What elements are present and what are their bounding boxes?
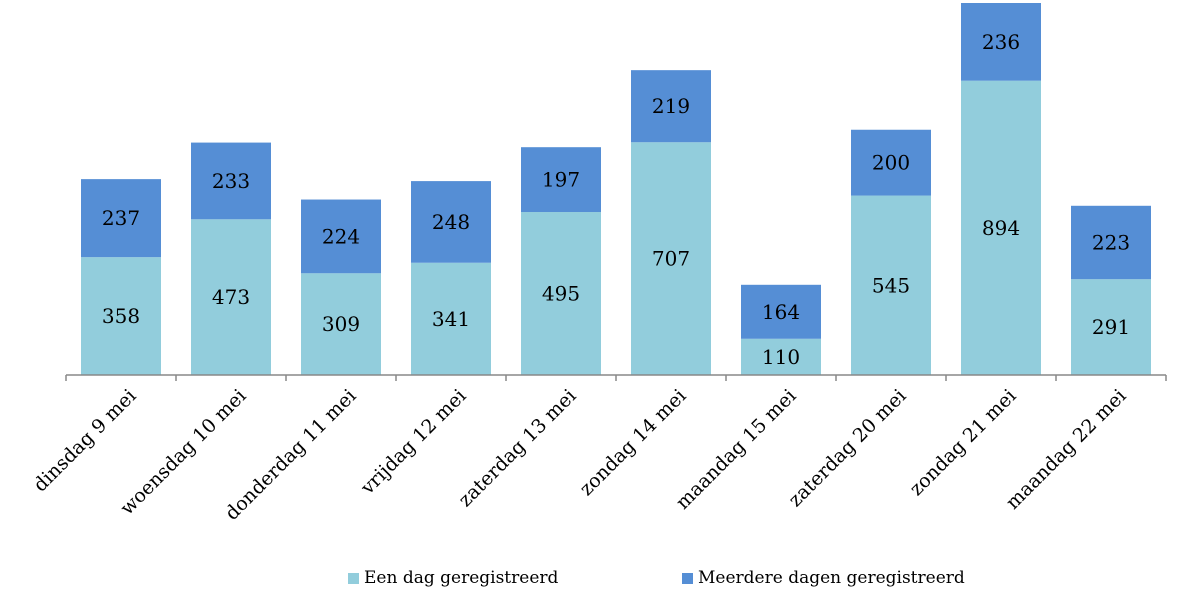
data-label-meerdere-dagen-woensdag-10-mei: 233 [212,169,250,193]
bar-meerdere-dagen-zaterdag-13-mei [521,147,601,213]
stacked-bar-chart: 358 237 473 233 309 224 341 248 495 197 707 219 110 1… [29,3,1167,525]
x-tick-label-vrijdag-12-mei: vrijdag 12 mei [356,385,471,500]
data-label-meerdere-dagen-zondag-14-mei: 219 [652,94,690,118]
legend-label-een-dag: Een dag geregistreerd [364,568,559,588]
data-label-een-dag-vrijdag-12-mei: 341 [432,307,470,331]
bar-een-dag-zaterdag-20-mei [851,195,931,375]
bar-meerdere-dagen-maandag-22-mei [1071,205,1151,280]
bar-meerdere-dagen-donderdag-11-mei [301,199,381,274]
bar-meerdere-dagen-maandag-15-mei [741,284,821,339]
bar-een-dag-zondag-21-mei [961,80,1041,376]
data-label-een-dag-dinsdag-9-mei: 358 [102,304,140,328]
data-label-een-dag-zaterdag-13-mei: 495 [542,282,580,306]
bar-meerdere-dagen-zondag-21-mei [961,3,1041,81]
chart-legend: Een dag geregistreerd Meerdere dagen ger… [0,568,1179,590]
data-label-meerdere-dagen-zaterdag-13-mei: 197 [542,168,580,192]
data-label-meerdere-dagen-zaterdag-20-mei: 200 [872,151,910,175]
x-tick-label-dinsdag-9-mei: dinsdag 9 mei [29,385,140,496]
bar-een-dag-woensdag-10-mei [191,219,271,375]
data-label-meerdere-dagen-dinsdag-9-mei: 237 [102,206,140,230]
bar-een-dag-dinsdag-9-mei [81,257,161,375]
legend-item-een-dag: Een dag geregistreerd [348,568,558,588]
data-label-meerdere-dagen-vrijdag-12-mei: 248 [432,210,470,234]
bar-een-dag-maandag-22-mei [1071,279,1151,375]
bar-meerdere-dagen-zondag-14-mei [631,70,711,143]
bar-meerdere-dagen-vrijdag-12-mei [411,181,491,263]
bar-een-dag-zaterdag-13-mei [521,212,601,375]
x-tick-label-maandag-22-mei: maandag 22 mei [1002,385,1131,514]
data-label-een-dag-zondag-21-mei: 894 [982,216,1020,240]
bar-meerdere-dagen-zaterdag-20-mei [851,129,931,196]
bar-meerdere-dagen-dinsdag-9-mei [81,179,161,258]
legend-item-meerdere-dagen: Meerdere dagen geregistreerd [682,568,965,588]
legend-swatch-meerdere-dagen [682,572,693,584]
legend-swatch-een-dag [348,572,359,584]
x-tick-label-zondag-14-mei: zondag 14 mei [575,385,690,500]
bar-een-dag-vrijdag-12-mei [411,262,491,375]
data-label-een-dag-maandag-15-mei: 110 [762,345,800,369]
data-label-een-dag-maandag-22-mei: 291 [1092,315,1130,339]
x-tick-label-maandag-15-mei: maandag 15 mei [672,385,801,514]
data-label-een-dag-donderdag-11-mei: 309 [322,312,360,336]
bar-meerdere-dagen-woensdag-10-mei [191,142,271,220]
bar-een-dag-zondag-14-mei [631,142,711,375]
data-label-meerdere-dagen-zondag-21-mei: 236 [982,30,1020,54]
bar-een-dag-donderdag-11-mei [301,273,381,375]
x-tick-label-zaterdag-13-mei: zaterdag 13 mei [454,385,580,511]
data-label-meerdere-dagen-maandag-22-mei: 223 [1092,230,1130,254]
data-label-een-dag-woensdag-10-mei: 473 [212,285,250,309]
data-label-meerdere-dagen-donderdag-11-mei: 224 [322,224,360,248]
x-tick-label-zaterdag-20-mei: zaterdag 20 mei [784,385,910,511]
data-label-een-dag-zaterdag-20-mei: 545 [872,273,910,297]
legend-label-meerdere-dagen: Meerdere dagen geregistreerd [698,568,965,588]
data-label-een-dag-zondag-14-mei: 707 [652,247,690,271]
data-label-meerdere-dagen-maandag-15-mei: 164 [762,300,800,324]
bar-een-dag-maandag-15-mei [741,338,821,375]
x-tick-label-zondag-21-mei: zondag 21 mei [905,385,1020,500]
